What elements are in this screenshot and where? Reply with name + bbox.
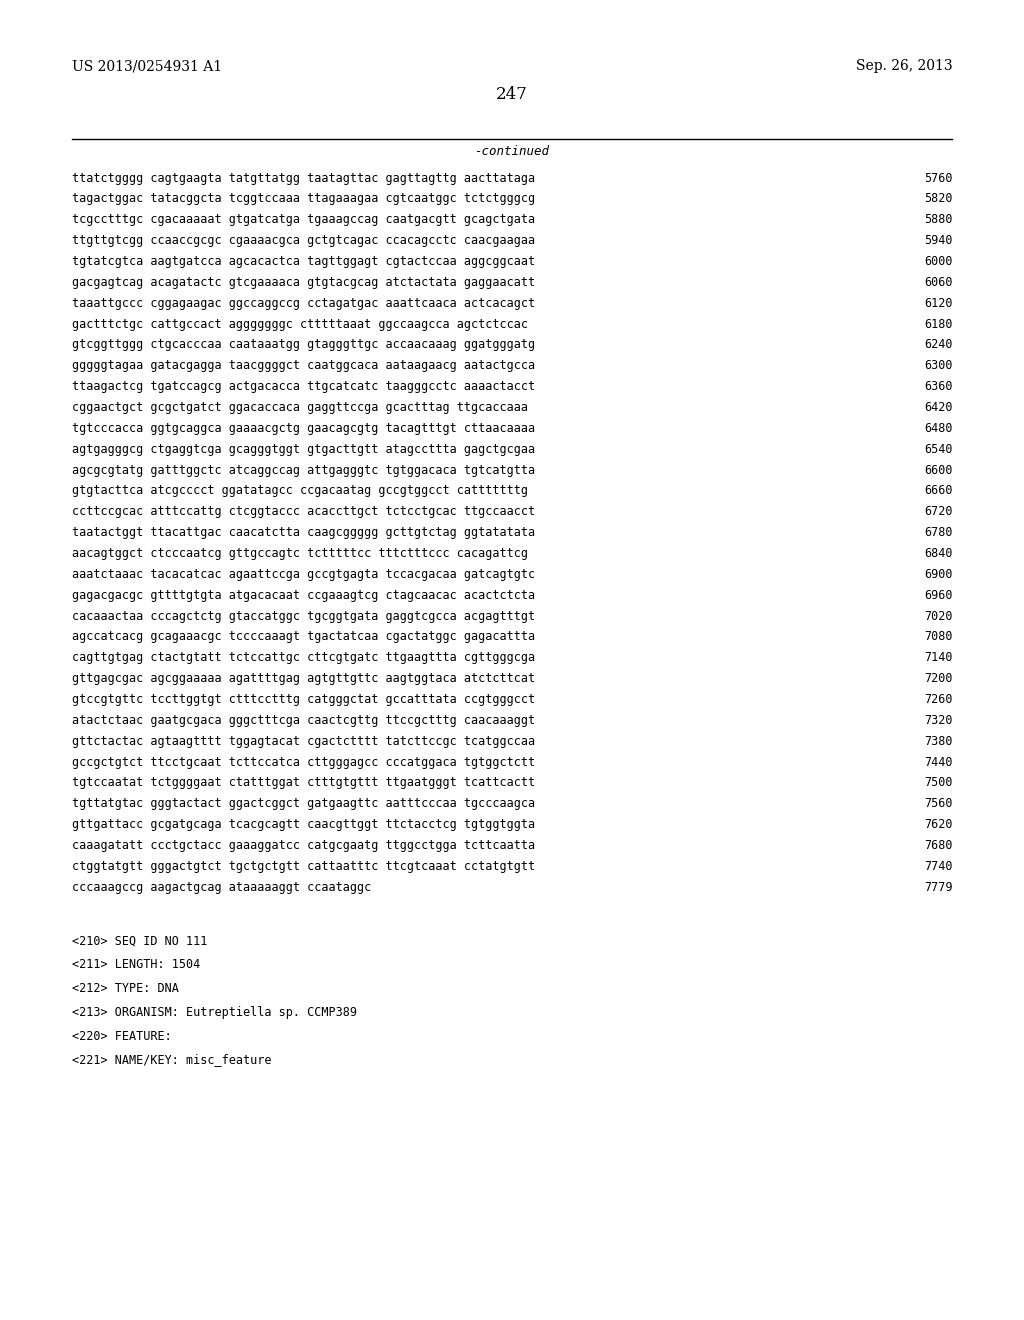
Text: gttgattacc gcgatgcaga tcacgcagtt caacgttggt ttctacctcg tgtggtggta: gttgattacc gcgatgcaga tcacgcagtt caacgtt… <box>72 818 535 832</box>
Text: <220> FEATURE:: <220> FEATURE: <box>72 1030 171 1043</box>
Text: gagacgacgc gttttgtgta atgacacaat ccgaaagtcg ctagcaacac acactctcta: gagacgacgc gttttgtgta atgacacaat ccgaaag… <box>72 589 535 602</box>
Text: gtcggttggg ctgcacccaa caataaatgg gtagggttgc accaacaaag ggatgggatg: gtcggttggg ctgcacccaa caataaatgg gtagggt… <box>72 338 535 351</box>
Text: tgtcccacca ggtgcaggca gaaaacgctg gaacagcgtg tacagtttgt cttaacaaaa: tgtcccacca ggtgcaggca gaaaacgctg gaacagc… <box>72 422 535 434</box>
Text: 7440: 7440 <box>924 755 952 768</box>
Text: 5820: 5820 <box>924 193 952 206</box>
Text: 6240: 6240 <box>924 338 952 351</box>
Text: 247: 247 <box>496 86 528 103</box>
Text: 7200: 7200 <box>924 672 952 685</box>
Text: atactctaac gaatgcgaca gggctttcga caactcgttg ttccgctttg caacaaaggt: atactctaac gaatgcgaca gggctttcga caactcg… <box>72 714 535 727</box>
Text: 6480: 6480 <box>924 422 952 434</box>
Text: 5940: 5940 <box>924 234 952 247</box>
Text: 7560: 7560 <box>924 797 952 810</box>
Text: caaagatatt ccctgctacc gaaaggatcc catgcgaatg ttggcctgga tcttcaatta: caaagatatt ccctgctacc gaaaggatcc catgcga… <box>72 840 535 851</box>
Text: tagactggac tatacggcta tcggtccaaa ttagaaagaa cgtcaatggc tctctgggcg: tagactggac tatacggcta tcggtccaaa ttagaaa… <box>72 193 535 206</box>
Text: 7779: 7779 <box>924 880 952 894</box>
Text: tgttatgtac gggtactact ggactcggct gatgaagttc aatttcccaa tgcccaagca: tgttatgtac gggtactact ggactcggct gatgaag… <box>72 797 535 810</box>
Text: 7740: 7740 <box>924 859 952 873</box>
Text: 7680: 7680 <box>924 840 952 851</box>
Text: <210> SEQ ID NO 111: <210> SEQ ID NO 111 <box>72 935 207 948</box>
Text: cccaaagccg aagactgcag ataaaaaggt ccaataggc: cccaaagccg aagactgcag ataaaaaggt ccaatag… <box>72 880 371 894</box>
Text: 7020: 7020 <box>924 610 952 623</box>
Text: 6060: 6060 <box>924 276 952 289</box>
Text: gttctactac agtaagtttt tggagtacat cgactctttt tatcttccgc tcatggccaa: gttctactac agtaagtttt tggagtacat cgactct… <box>72 735 535 747</box>
Text: 7500: 7500 <box>924 776 952 789</box>
Text: 6360: 6360 <box>924 380 952 393</box>
Text: 6720: 6720 <box>924 506 952 519</box>
Text: 6120: 6120 <box>924 297 952 310</box>
Text: tgtccaatat tctggggaat ctatttggat ctttgtgttt ttgaatgggt tcattcactt: tgtccaatat tctggggaat ctatttggat ctttgtg… <box>72 776 535 789</box>
Text: ccttccgcac atttccattg ctcggtaccc acaccttgct tctcctgcac ttgccaacct: ccttccgcac atttccattg ctcggtaccc acacctt… <box>72 506 535 519</box>
Text: 6840: 6840 <box>924 546 952 560</box>
Text: 7080: 7080 <box>924 631 952 643</box>
Text: gacgagtcag acagatactc gtcgaaaaca gtgtacgcag atctactata gaggaacatt: gacgagtcag acagatactc gtcgaaaaca gtgtacg… <box>72 276 535 289</box>
Text: 7260: 7260 <box>924 693 952 706</box>
Text: <221> NAME/KEY: misc_feature: <221> NAME/KEY: misc_feature <box>72 1053 271 1067</box>
Text: cggaactgct gcgctgatct ggacaccaca gaggttccga gcactttag ttgcaccaaa: cggaactgct gcgctgatct ggacaccaca gaggttc… <box>72 401 527 414</box>
Text: 6540: 6540 <box>924 442 952 455</box>
Text: 7620: 7620 <box>924 818 952 832</box>
Text: taatactggt ttacattgac caacatctta caagcggggg gcttgtctag ggtatatata: taatactggt ttacattgac caacatctta caagcgg… <box>72 527 535 539</box>
Text: gtccgtgttc tccttggtgt ctttcctttg catgggctat gccatttata ccgtgggcct: gtccgtgttc tccttggtgt ctttcctttg catgggc… <box>72 693 535 706</box>
Text: agccatcacg gcagaaacgc tccccaaagt tgactatcaa cgactatggc gagacattta: agccatcacg gcagaaacgc tccccaaagt tgactat… <box>72 631 535 643</box>
Text: 6000: 6000 <box>924 255 952 268</box>
Text: -continued: -continued <box>474 145 550 158</box>
Text: <211> LENGTH: 1504: <211> LENGTH: 1504 <box>72 958 200 972</box>
Text: ttatctgggg cagtgaagta tatgttatgg taatagttac gagttagttg aacttataga: ttatctgggg cagtgaagta tatgttatgg taatagt… <box>72 172 535 185</box>
Text: tcgcctttgc cgacaaaaat gtgatcatga tgaaagccag caatgacgtt gcagctgata: tcgcctttgc cgacaaaaat gtgatcatga tgaaagc… <box>72 214 535 226</box>
Text: agtgagggcg ctgaggtcga gcagggtggt gtgacttgtt atagccttta gagctgcgaa: agtgagggcg ctgaggtcga gcagggtggt gtgactt… <box>72 442 535 455</box>
Text: 6660: 6660 <box>924 484 952 498</box>
Text: 6420: 6420 <box>924 401 952 414</box>
Text: 6780: 6780 <box>924 527 952 539</box>
Text: 7380: 7380 <box>924 735 952 747</box>
Text: gtgtacttca atcgcccct ggatatagcc ccgacaatag gccgtggcct catttttttg: gtgtacttca atcgcccct ggatatagcc ccgacaat… <box>72 484 527 498</box>
Text: gggggtagaa gatacgagga taacggggct caatggcaca aataagaacg aatactgcca: gggggtagaa gatacgagga taacggggct caatggc… <box>72 359 535 372</box>
Text: 7320: 7320 <box>924 714 952 727</box>
Text: US 2013/0254931 A1: US 2013/0254931 A1 <box>72 59 222 74</box>
Text: <213> ORGANISM: Eutreptiella sp. CCMP389: <213> ORGANISM: Eutreptiella sp. CCMP389 <box>72 1006 356 1019</box>
Text: ctggtatgtt gggactgtct tgctgctgtt cattaatttc ttcgtcaaat cctatgtgtt: ctggtatgtt gggactgtct tgctgctgtt cattaat… <box>72 859 535 873</box>
Text: cacaaactaa cccagctctg gtaccatggc tgcggtgata gaggtcgcca acgagtttgt: cacaaactaa cccagctctg gtaccatggc tgcggtg… <box>72 610 535 623</box>
Text: 6180: 6180 <box>924 318 952 330</box>
Text: taaattgccc cggagaagac ggccaggccg cctagatgac aaattcaaca actcacagct: taaattgccc cggagaagac ggccaggccg cctagat… <box>72 297 535 310</box>
Text: 6960: 6960 <box>924 589 952 602</box>
Text: ttaagactcg tgatccagcg actgacacca ttgcatcatc taagggcctc aaaactacct: ttaagactcg tgatccagcg actgacacca ttgcatc… <box>72 380 535 393</box>
Text: 5880: 5880 <box>924 214 952 226</box>
Text: gttgagcgac agcggaaaaa agattttgag agtgttgttc aagtggtaca atctcttcat: gttgagcgac agcggaaaaa agattttgag agtgttg… <box>72 672 535 685</box>
Text: gactttctgc cattgccact agggggggc ctttttaaat ggccaagcca agctctccac: gactttctgc cattgccact agggggggc ctttttaa… <box>72 318 527 330</box>
Text: tgtatcgtca aagtgatcca agcacactca tagttggagt cgtactccaa aggcggcaat: tgtatcgtca aagtgatcca agcacactca tagttgg… <box>72 255 535 268</box>
Text: 6600: 6600 <box>924 463 952 477</box>
Text: 5760: 5760 <box>924 172 952 185</box>
Text: <212> TYPE: DNA: <212> TYPE: DNA <box>72 982 178 995</box>
Text: 7140: 7140 <box>924 651 952 664</box>
Text: ttgttgtcgg ccaaccgcgc cgaaaacgca gctgtcagac ccacagcctc caacgaagaa: ttgttgtcgg ccaaccgcgc cgaaaacgca gctgtca… <box>72 234 535 247</box>
Text: aaatctaaac tacacatcac agaattccga gccgtgagta tccacgacaa gatcagtgtc: aaatctaaac tacacatcac agaattccga gccgtga… <box>72 568 535 581</box>
Text: gccgctgtct ttcctgcaat tcttccatca cttgggagcc cccatggaca tgtggctctt: gccgctgtct ttcctgcaat tcttccatca cttggga… <box>72 755 535 768</box>
Text: 6300: 6300 <box>924 359 952 372</box>
Text: aacagtggct ctcccaatcg gttgccagtc tctttttcc tttctttccc cacagattcg: aacagtggct ctcccaatcg gttgccagtc tcttttt… <box>72 546 527 560</box>
Text: agcgcgtatg gatttggctc atcaggccag attgagggtc tgtggacaca tgtcatgtta: agcgcgtatg gatttggctc atcaggccag attgagg… <box>72 463 535 477</box>
Text: Sep. 26, 2013: Sep. 26, 2013 <box>856 59 952 74</box>
Text: 6900: 6900 <box>924 568 952 581</box>
Text: cagttgtgag ctactgtatt tctccattgc cttcgtgatc ttgaagttta cgttgggcga: cagttgtgag ctactgtatt tctccattgc cttcgtg… <box>72 651 535 664</box>
